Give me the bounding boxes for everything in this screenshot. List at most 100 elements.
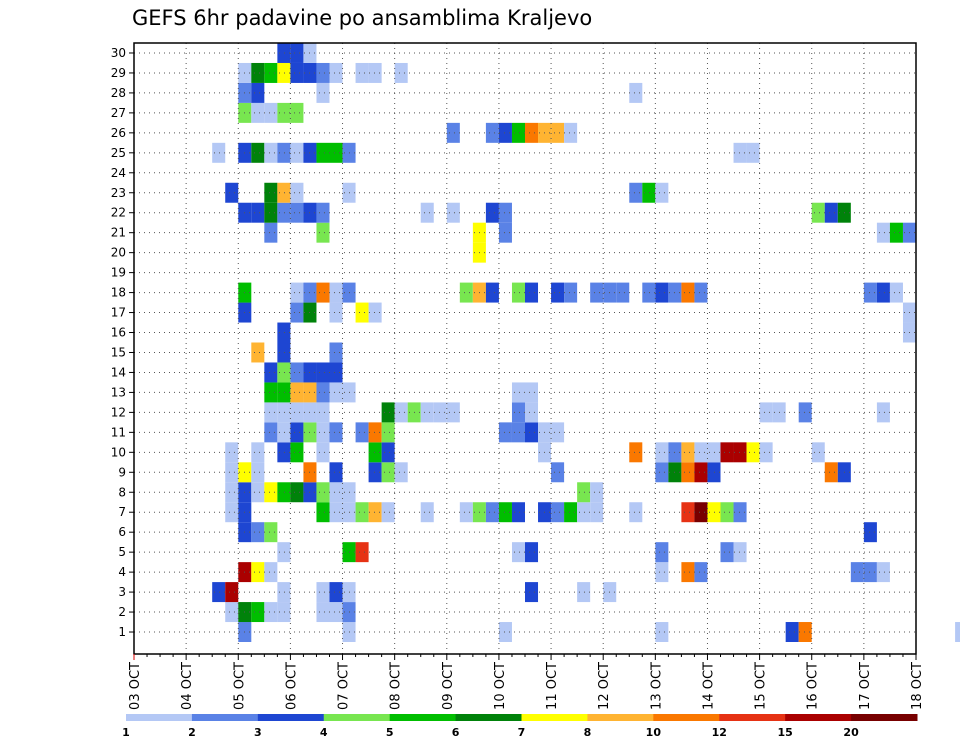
heatmap-cell [329, 142, 343, 163]
heatmap-cell [316, 442, 330, 463]
heatmap-cell [368, 62, 382, 83]
chart-title: GEFS 6hr padavine po ansamblima Kraljevo [132, 6, 593, 30]
heatmap-cell [290, 282, 304, 303]
colorbar-swatch [521, 714, 588, 721]
heatmap-cell [733, 442, 747, 463]
heatmap-cell [290, 202, 304, 223]
heatmap-cell [264, 202, 278, 223]
heatmap-cell [811, 442, 825, 463]
heatmap-cell [681, 442, 695, 463]
heatmap-cell [863, 562, 877, 583]
heatmap-cell [251, 342, 265, 363]
heatmap-cell [511, 122, 525, 143]
heatmap-cell [889, 282, 903, 303]
y-tick-label: 13 [111, 385, 126, 399]
heatmap-cell [551, 502, 565, 523]
y-tick-label: 1 [118, 625, 126, 639]
heatmap-cell [225, 602, 239, 623]
heatmap-cell [277, 602, 291, 623]
x-tick-label: 14 OCT [701, 662, 716, 710]
heatmap-cell [694, 442, 708, 463]
heatmap-cell [368, 502, 382, 523]
heatmap-cell [459, 282, 473, 303]
heatmap-cell [212, 582, 226, 603]
colorbar-swatch [191, 714, 259, 721]
heatmap-cell [863, 522, 877, 543]
heatmap-cell [225, 582, 239, 603]
heatmap-cell [290, 382, 304, 403]
heatmap-cell [564, 502, 578, 523]
heatmap-cell [511, 422, 525, 443]
heatmap-cell [277, 442, 291, 463]
heatmap-cell [277, 362, 291, 383]
colorbar-label: 7 [518, 726, 526, 739]
colorbar-label: 4 [320, 726, 328, 739]
heatmap-cell [577, 482, 591, 503]
heatmap-cell [329, 602, 343, 623]
heatmap-cell [525, 382, 539, 403]
heatmap-cell [316, 142, 330, 163]
heatmap-cell [277, 342, 291, 363]
heatmap-cell [511, 282, 525, 303]
heatmap-cell [290, 102, 304, 123]
heatmap-cell [368, 422, 382, 443]
y-tick-label: 23 [111, 186, 126, 200]
x-tick-label: 10 OCT [493, 662, 508, 710]
heatmap-cell [251, 82, 265, 103]
heatmap-cell [720, 542, 734, 563]
heatmap-cell [264, 482, 278, 503]
heatmap-cell [525, 542, 539, 563]
heatmap-cell [420, 502, 434, 523]
heatmap-cell [212, 142, 226, 163]
heatmap-cell [694, 502, 708, 523]
heatmap-cell [655, 182, 669, 203]
colorbar-legend: 1 2 3 4 5 6 7 8 10 12 15 20 [122, 714, 918, 739]
heatmap-cell [759, 442, 773, 463]
heatmap-cell [277, 43, 291, 63]
heatmap-cell [264, 142, 278, 163]
heatmap-cell [616, 282, 630, 303]
heatmap-cell [446, 122, 460, 143]
heatmap-cell [316, 602, 330, 623]
dotted-grid [134, 43, 916, 654]
heatmap-cell [394, 462, 408, 483]
heatmap-cell [498, 422, 512, 443]
heatmap-cell [590, 282, 604, 303]
heatmap-cell [290, 302, 304, 323]
heatmap-cell [316, 362, 330, 383]
heatmap-cell [316, 62, 330, 83]
heatmap-cell [485, 282, 499, 303]
heatmap-cell [277, 482, 291, 503]
heatmap-cell [485, 202, 499, 223]
heatmap-cell [316, 402, 330, 423]
heatmap-cell [811, 202, 825, 223]
y-tick-label: 7 [118, 505, 126, 519]
heatmap-cell [251, 142, 265, 163]
heatmap-cell [511, 542, 525, 563]
heatmap-cell [876, 282, 890, 303]
heatmap-cell [225, 462, 239, 483]
heatmap-cell [525, 282, 539, 303]
heatmap-cell [485, 502, 499, 523]
heatmap-cell [498, 622, 512, 642]
colorbar-swatch [785, 714, 852, 721]
colorbar-label: 6 [452, 726, 460, 739]
heatmap-cell [681, 282, 695, 303]
heatmap-cell [264, 562, 278, 583]
heatmap-cell [525, 122, 539, 143]
heatmap-cell [290, 422, 304, 443]
heatmap-cell [277, 402, 291, 423]
heatmap-cell [329, 462, 343, 483]
heatmap-cell [655, 462, 669, 483]
heatmap-cell [850, 562, 864, 583]
heatmap-cell [733, 502, 747, 523]
heatmap-cell [251, 202, 265, 223]
heatmap-cell [277, 422, 291, 443]
heatmap-cell [876, 562, 890, 583]
heatmap-cell [264, 382, 278, 403]
heatmap-cell [368, 302, 382, 323]
y-tick-label: 14 [111, 365, 126, 379]
x-tick-label: 05 OCT [232, 662, 247, 710]
y-tick-label: 27 [111, 106, 126, 120]
heatmap-cell [733, 542, 747, 563]
